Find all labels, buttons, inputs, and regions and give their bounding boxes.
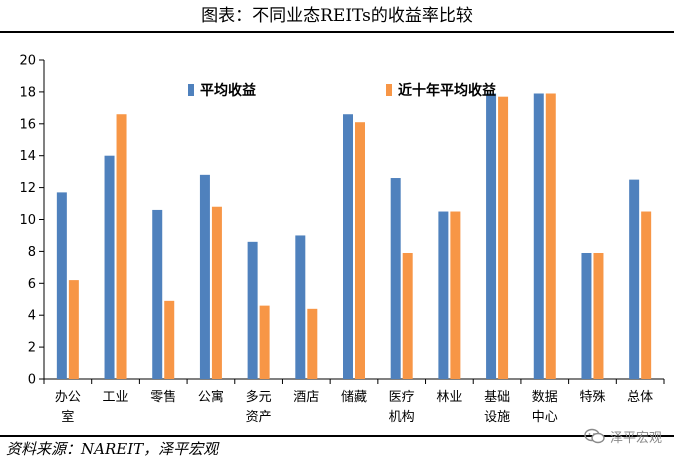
bar-avg-return — [199, 174, 210, 379]
x-category-label: 储藏 — [341, 390, 367, 405]
bar-ten-year-avg-return — [211, 206, 222, 379]
y-tick-label: 12 — [19, 181, 36, 196]
x-category-label: 公寓 — [198, 389, 224, 405]
bar-ten-year-avg-return — [450, 211, 461, 379]
y-tick-label: 6 — [28, 277, 36, 292]
legend-swatch — [386, 84, 392, 96]
legend-label: 平均收益 — [200, 82, 256, 99]
x-category-label: 林业 — [436, 390, 462, 405]
bar-avg-return — [295, 235, 306, 379]
y-tick-label: 2 — [28, 341, 36, 356]
bar-avg-return — [438, 211, 449, 379]
bar-avg-return — [533, 93, 544, 379]
bar-ten-year-avg-return — [641, 211, 652, 379]
bar-avg-return — [486, 93, 497, 379]
bar-ten-year-avg-return — [259, 305, 270, 379]
x-category-label: 机构 — [389, 410, 415, 425]
bar-ten-year-avg-return — [116, 114, 127, 379]
bar-ten-year-avg-return — [68, 280, 79, 379]
bar-ten-year-avg-return — [498, 96, 509, 379]
bar-avg-return — [390, 178, 401, 379]
bar-ten-year-avg-return — [593, 252, 604, 379]
x-category-label: 室 — [61, 409, 74, 425]
y-tick-label: 10 — [19, 213, 36, 228]
top-rule — [0, 31, 674, 33]
x-category-label: 医疗 — [389, 390, 415, 405]
x-category-label: 多元 — [246, 389, 272, 405]
y-tick-label: 8 — [28, 245, 36, 260]
watermark-text: 泽平宏观 — [609, 430, 662, 446]
watermark: 泽平宏观 — [584, 425, 662, 447]
bar-ten-year-avg-return — [164, 300, 175, 379]
y-tick-label: 18 — [19, 85, 36, 100]
x-category-label: 办公 — [55, 390, 81, 405]
x-category-label: 数据 — [532, 390, 558, 405]
bar-avg-return — [581, 252, 592, 379]
y-tick-label: 4 — [28, 309, 36, 324]
y-tick-label: 0 — [28, 373, 36, 388]
x-category-label: 零售 — [150, 389, 176, 405]
x-category-label: 工业 — [103, 390, 129, 405]
bar-ten-year-avg-return — [402, 252, 413, 379]
source-note: 资料来源：NAREIT，泽平宏观 — [6, 440, 219, 458]
y-tick-label: 14 — [19, 149, 36, 164]
bottom-rule — [0, 435, 674, 437]
x-category-label: 资产 — [246, 410, 272, 425]
x-category-label: 设施 — [484, 410, 510, 425]
bar-ten-year-avg-return — [355, 122, 365, 379]
y-tick-label: 20 — [19, 54, 36, 69]
y-tick-label: 16 — [19, 117, 36, 132]
wechat-icon — [584, 428, 605, 444]
bar-avg-return — [56, 192, 67, 379]
bar-avg-return — [104, 155, 115, 379]
bar-avg-return — [343, 114, 353, 379]
bar-avg-return — [247, 241, 258, 379]
bar-ten-year-avg-return — [307, 308, 318, 379]
legend-label: 近十年平均收益 — [398, 82, 496, 99]
bar-avg-return — [629, 179, 640, 379]
bar-ten-year-avg-return — [545, 93, 556, 379]
x-category-label: 基础 — [484, 390, 510, 405]
legend-swatch — [188, 84, 194, 96]
x-category-label: 特殊 — [579, 390, 605, 405]
x-category-label: 中心 — [532, 410, 558, 425]
x-category-label: 酒店 — [293, 390, 319, 405]
bar-avg-return — [152, 209, 163, 379]
x-category-label: 总体 — [627, 390, 653, 405]
chart-title: 图表：不同业态REITs的收益率比较 — [201, 6, 473, 26]
